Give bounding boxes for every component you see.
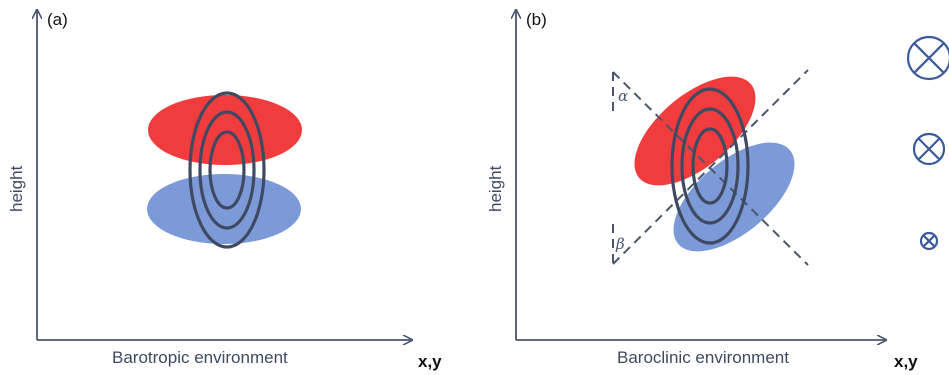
panel-b-label: (b) xyxy=(526,10,547,29)
into-page-circle-medium-icon xyxy=(912,132,946,166)
panel-b-tilt-line-lower xyxy=(612,69,809,265)
panel-b-contour-middle xyxy=(680,107,740,225)
panel-b: (b) height Baroclinic environment x,y α … xyxy=(486,10,918,371)
panel-b-warm-anomaly xyxy=(634,76,756,186)
panel-b-angle-alpha: α xyxy=(618,87,628,105)
panel-a-axis-end: x,y xyxy=(418,352,442,371)
panel-b-contour-inner xyxy=(691,127,729,205)
panel-a-label: (a) xyxy=(47,10,68,29)
panel-b-xlabel: Baroclinic environment xyxy=(617,348,789,367)
panel-b-axis-end: x,y xyxy=(894,352,918,371)
panel-a-ylabel: height xyxy=(7,165,26,212)
panel-b-contour-outer xyxy=(670,87,750,245)
panel-a-contour-outer xyxy=(188,91,266,249)
into-page-markers xyxy=(906,35,949,251)
panel-b-contours xyxy=(670,87,750,245)
panel-a-contour-inner xyxy=(208,130,246,210)
panel-a-warm-anomaly xyxy=(148,95,302,165)
panel-a-contour-middle xyxy=(198,110,256,230)
panel-b-angle-beta: β xyxy=(615,235,625,253)
panel-a: (a) height Barotropic environment x,y xyxy=(7,10,442,371)
panel-b-tilt-guides xyxy=(612,69,809,266)
panel-b-ylabel: height xyxy=(486,165,505,212)
panel-a-xlabel: Barotropic environment xyxy=(112,348,288,367)
into-page-circle-large-icon xyxy=(906,35,949,81)
panel-a-contours xyxy=(188,91,266,249)
panel-b-tilt-line-upper xyxy=(612,71,809,266)
into-page-circle-small-icon xyxy=(919,231,939,251)
